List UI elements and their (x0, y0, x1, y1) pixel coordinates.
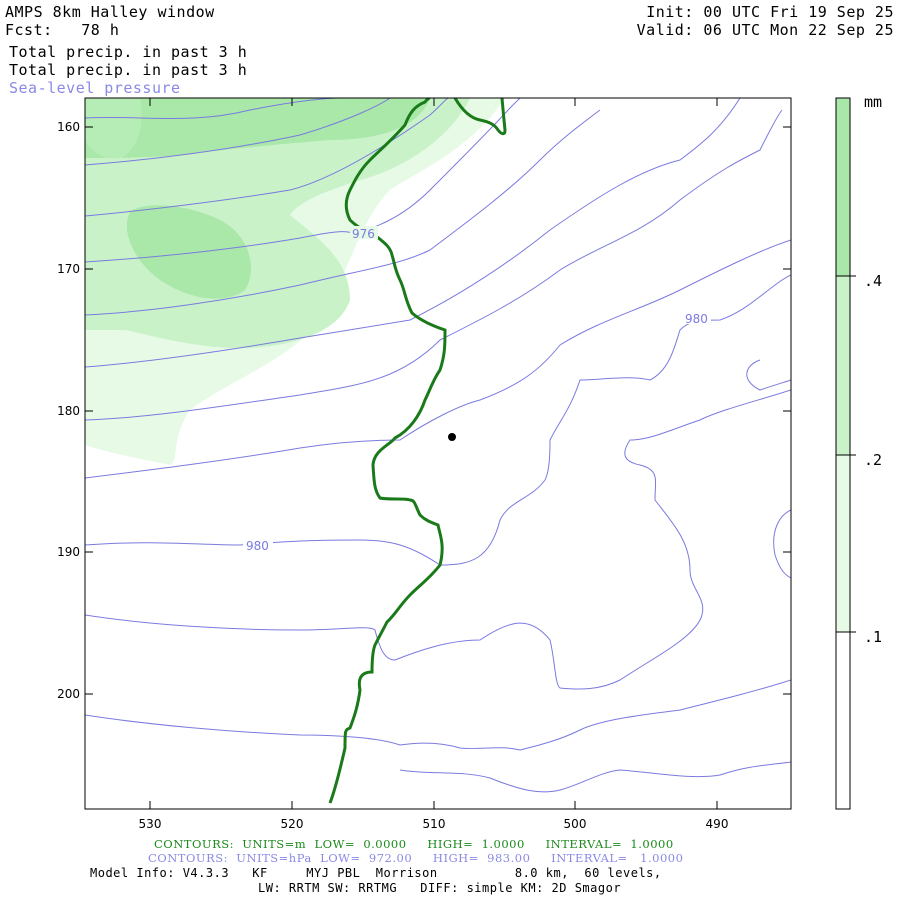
isobar (773, 509, 791, 579)
contour-label: 976 (352, 227, 375, 241)
contour-label-bg (683, 311, 711, 324)
x-tick-label: 510 (423, 817, 446, 831)
colorbar-segment (836, 276, 850, 455)
colorbar-frame (835, 97, 851, 810)
colorbar-tick: .1 (864, 628, 882, 646)
x-tick-label: 500 (564, 817, 587, 831)
contour-label-bg (243, 538, 273, 551)
contour-label: 980 (246, 539, 269, 553)
isobar (746, 359, 791, 391)
colorbar-segment (836, 98, 850, 276)
isobar (85, 98, 741, 368)
y-tick-label: 180 (57, 404, 80, 418)
physics-info: LW: RRTM SW: RRTMG DIFF: simple KM: 2D S… (258, 881, 622, 895)
isobar (85, 239, 791, 479)
colorbar-tick: .2 (864, 451, 882, 469)
y-tick-label: 160 (57, 120, 80, 134)
field-label-1: Total precip. in past 3 h (9, 43, 248, 61)
field-label-3: Sea-level pressure (9, 79, 181, 97)
isobars (85, 98, 791, 793)
isobar (85, 109, 601, 316)
coastline-line-east (453, 98, 507, 136)
model-title: AMPS 8km Halley window (5, 3, 215, 21)
station-marker (448, 433, 456, 441)
contour-label: 980 (685, 312, 708, 326)
isobar (85, 98, 449, 217)
isobar (85, 389, 791, 690)
coastline (328, 98, 507, 804)
y-axis (85, 126, 791, 695)
precip-area-corner (85, 98, 142, 159)
x-tick-label: 520 (281, 817, 304, 831)
isobar (399, 761, 791, 793)
x-tick-label: 530 (139, 817, 162, 831)
x-tick-label: 490 (706, 817, 729, 831)
isobar (85, 679, 791, 751)
isobar (85, 98, 341, 120)
coastline-line (328, 98, 447, 804)
y-tick-label: 200 (57, 687, 80, 701)
isobar (85, 109, 783, 421)
x-axis (149, 98, 718, 809)
colorbar-unit: mm (864, 93, 882, 111)
y-tick-label: 190 (57, 545, 80, 559)
field-label-2: Total precip. in past 3 h (9, 61, 248, 79)
colorbar-segment (836, 455, 850, 632)
isobar (85, 274, 791, 566)
precip-area-dark-top (85, 98, 430, 158)
pressure-contour-info: CONTOURS: UNITS=hPa LOW= 972.00 HIGH= 98… (148, 851, 684, 865)
colorbar-segment (836, 632, 850, 809)
contour-label-bg (350, 226, 378, 239)
isobar (85, 98, 391, 166)
map-frame (84, 97, 792, 810)
colorbar: mm .4 .2 .1 (835, 93, 882, 810)
y-tick-label: 170 (57, 262, 80, 276)
terrain-contour-info: CONTOURS: UNITS=m LOW= 0.0000 HIGH= 1.00… (154, 837, 674, 851)
precip-shading (85, 98, 505, 465)
init-time: Init: 00 UTC Fri 19 Sep 25 (646, 3, 894, 21)
model-info: Model Info: V4.3.3 KF MYJ PBL Morrison 8… (90, 866, 662, 880)
valid-time: Valid: 06 UTC Mon 22 Sep 25 (636, 21, 894, 39)
forecast-hour: Fcst: 78 h (5, 21, 120, 39)
precip-area-dark-mid (126, 205, 252, 299)
colorbar-tick: .4 (864, 272, 882, 290)
